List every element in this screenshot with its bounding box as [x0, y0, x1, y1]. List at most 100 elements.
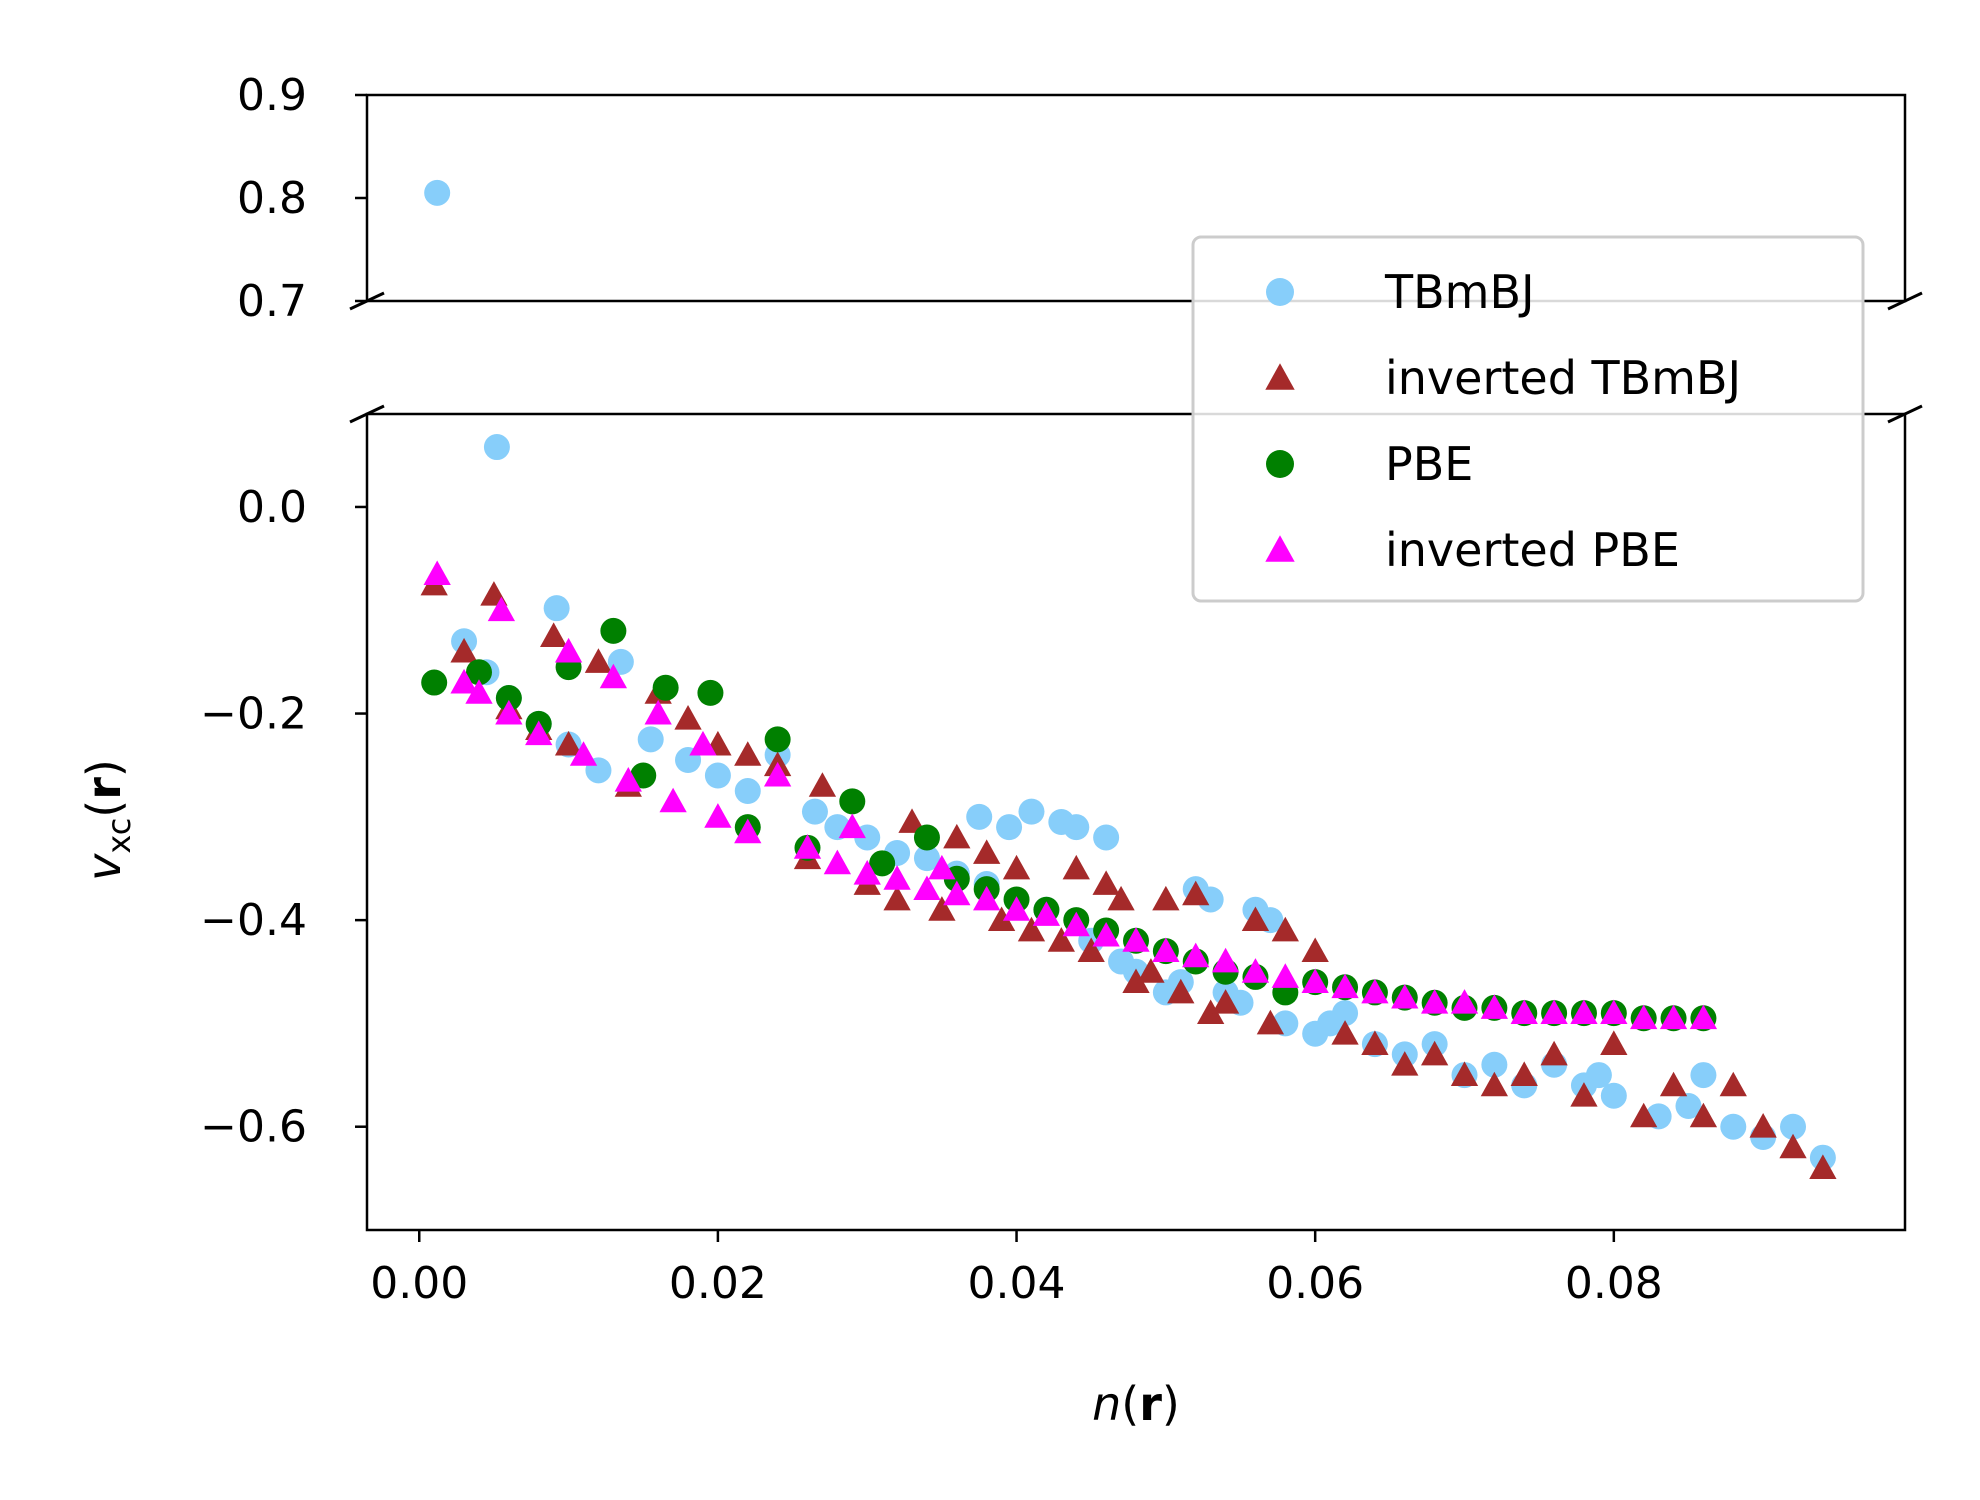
- axis-break-marks: [349, 291, 1923, 424]
- data-point-series-3: [1600, 999, 1628, 1025]
- upper-panel-marks: [424, 179, 451, 206]
- data-point-series-1: [1107, 885, 1135, 911]
- data-point-series-1: [1749, 1113, 1777, 1138]
- data-point-series-2: [869, 850, 896, 877]
- y-tick-label: 0.9: [237, 70, 307, 121]
- data-point-series-0: [996, 814, 1023, 841]
- data-point-series-1: [1600, 1030, 1628, 1055]
- break-mark-lower-right: [1887, 404, 1923, 424]
- legend-marker: [1266, 278, 1294, 306]
- data-point-series-1: [973, 839, 1001, 864]
- break-mark-lower-left: [349, 404, 385, 424]
- data-point-series-3: [1241, 958, 1270, 983]
- data-point-series-1: [1540, 1040, 1568, 1066]
- lower-panel-frame: [365, 412, 1907, 1232]
- data-point-series-1: [450, 637, 478, 663]
- data-point-series-3: [1630, 1004, 1658, 1030]
- break-mark-upper-left: [349, 291, 385, 311]
- data-point-series-3: [423, 560, 451, 586]
- data-point-series-0: [1600, 1082, 1627, 1109]
- data-point-series-3: [943, 880, 971, 906]
- x-ticks: 0.00 0.02 0.04 0.06 0.08: [370, 1230, 1663, 1309]
- data-point-series-1: [1092, 870, 1120, 895]
- data-point-series-0: [1675, 1093, 1702, 1120]
- data-point-series-1: [1420, 1040, 1449, 1066]
- data-point-series-2: [652, 674, 679, 701]
- data-point-series-3: [1271, 963, 1299, 988]
- data-point-series-1: [1002, 854, 1031, 880]
- data-point-series-1: [1197, 999, 1225, 1025]
- y-tick-label: −0.6: [200, 1102, 307, 1153]
- legend-marker: [1265, 363, 1295, 390]
- data-point-series-3: [1480, 994, 1509, 1019]
- legend-label: PBE: [1385, 437, 1473, 491]
- data-point-series-1: [1167, 978, 1195, 1004]
- data-point-series-0: [483, 434, 510, 461]
- data-point-series-1: [1047, 927, 1075, 952]
- data-point-series-0: [1690, 1062, 1717, 1089]
- data-point-series-3: [614, 767, 642, 792]
- data-point-series-1: [898, 808, 926, 833]
- legend-marker: [1265, 535, 1295, 562]
- data-point-series-1: [1331, 1020, 1359, 1045]
- lower-y-ticks: 0.0 −0.2 −0.4 −0.6: [200, 482, 367, 1153]
- data-point-series-1: [1017, 916, 1046, 942]
- data-point-series-0: [1481, 1051, 1508, 1078]
- data-point-series-3: [1659, 1004, 1688, 1030]
- data-point-series-3: [1510, 999, 1538, 1025]
- data-point-series-3: [763, 761, 792, 787]
- legend-label: inverted TBmBJ: [1385, 351, 1741, 405]
- data-point-series-3: [853, 859, 881, 885]
- data-point-series-3: [487, 596, 516, 622]
- data-point-series-3: [704, 803, 732, 828]
- data-point-series-3: [838, 813, 866, 839]
- x-tick-label: 0.08: [1565, 1258, 1663, 1309]
- data-point-series-3: [1002, 896, 1031, 921]
- data-point-series-1: [674, 705, 702, 730]
- legend: TBmBJ inverted TBmBJ PBE inverted PBE: [1191, 235, 1865, 603]
- y-tick-label: −0.2: [200, 689, 307, 740]
- data-point-series-1: [1450, 1061, 1479, 1086]
- data-point-series-2: [600, 617, 627, 644]
- data-point-series-3: [883, 865, 911, 890]
- lower-panel-marks: [420, 434, 1837, 1179]
- break-mark-upper-right: [1887, 291, 1923, 311]
- data-point-series-3: [1570, 999, 1598, 1025]
- legend-marker: [1266, 450, 1294, 478]
- data-point-series-3: [928, 854, 956, 880]
- legend-label: inverted PBE: [1385, 523, 1680, 577]
- data-point-series-3: [495, 699, 523, 725]
- data-point-series-3: [1689, 1004, 1718, 1030]
- data-point-series-0: [1585, 1062, 1612, 1089]
- data-point-series-3: [1361, 978, 1389, 1004]
- data-point-series-1: [943, 823, 971, 849]
- data-point-series-1: [1122, 968, 1150, 994]
- data-point-series-3: [1420, 989, 1449, 1014]
- data-point-series-2: [839, 788, 866, 815]
- data-point-series-3: [1092, 921, 1120, 947]
- data-point-series-0: [1063, 814, 1090, 841]
- data-point-series-0: [1197, 886, 1224, 913]
- data-point-series-3: [1540, 999, 1568, 1025]
- data-point-series-0: [1018, 798, 1045, 825]
- data-point-series-2: [913, 824, 940, 851]
- y-tick-label: 0.7: [237, 276, 307, 327]
- data-point-series-3: [1182, 942, 1210, 968]
- data-point-series-1: [734, 741, 762, 766]
- data-point-series-3: [599, 663, 628, 689]
- data-point-series-3: [1032, 901, 1061, 926]
- data-point-series-1: [554, 730, 583, 756]
- data-point-series-1: [1570, 1082, 1598, 1107]
- upper-panel: 0.9 0.8 0.7: [237, 70, 1907, 327]
- y-tick-label: 0.8: [237, 173, 307, 224]
- x-tick-label: 0.04: [968, 1258, 1066, 1309]
- data-point-series-1: [1271, 916, 1299, 942]
- data-point-series-2: [421, 669, 448, 696]
- data-point-series-1: [883, 885, 911, 911]
- data-point-series-2: [764, 726, 791, 753]
- data-point-series-1: [1077, 937, 1105, 963]
- data-point-series-3: [913, 875, 941, 901]
- data-point-series-0: [1332, 1000, 1359, 1027]
- data-point-series-1: [1062, 854, 1090, 880]
